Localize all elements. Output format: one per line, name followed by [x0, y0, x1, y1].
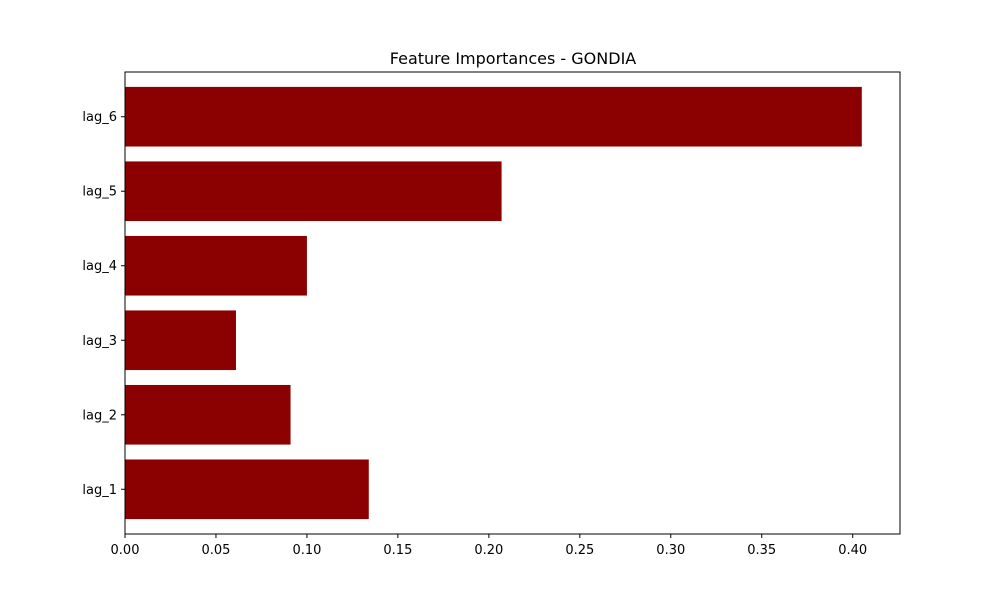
chart-title: Feature Importances - GONDIA — [390, 49, 637, 68]
x-tick-label: 0.35 — [747, 543, 776, 558]
y-axis-ticks: lag_1 lag_2 lag_3 lag_4 lag_5 lag_6 — [82, 110, 125, 498]
y-tick-label: lag_4 — [82, 259, 117, 274]
y-tick-label: lag_3 — [82, 334, 117, 349]
bar-lag_4 — [125, 235, 307, 296]
x-axis-ticks: 0.00 0.05 0.10 0.15 0.20 0.25 0.30 0.35 0.40 — [111, 534, 867, 558]
y-tick-label: lag_1 — [82, 483, 117, 498]
bar-lag_5 — [125, 161, 502, 222]
bar-lag_6 — [125, 86, 862, 147]
x-tick-label: 0.25 — [565, 543, 594, 558]
bar-lag_2 — [125, 384, 291, 445]
bar-lag_3 — [125, 310, 236, 371]
x-tick-label: 0.10 — [292, 543, 321, 558]
x-tick-label: 0.30 — [656, 543, 685, 558]
bar-lag_1 — [125, 459, 369, 520]
bars-group — [125, 86, 862, 520]
x-tick-label: 0.00 — [111, 543, 140, 558]
x-tick-label: 0.05 — [201, 543, 230, 558]
y-tick-label: lag_5 — [82, 185, 117, 200]
x-tick-label: 0.40 — [838, 543, 867, 558]
x-tick-label: 0.15 — [383, 543, 412, 558]
y-tick-label: lag_2 — [82, 408, 117, 423]
plot-frame — [124, 71, 901, 535]
y-tick-label: lag_6 — [82, 110, 117, 125]
x-tick-label: 0.20 — [474, 543, 503, 558]
